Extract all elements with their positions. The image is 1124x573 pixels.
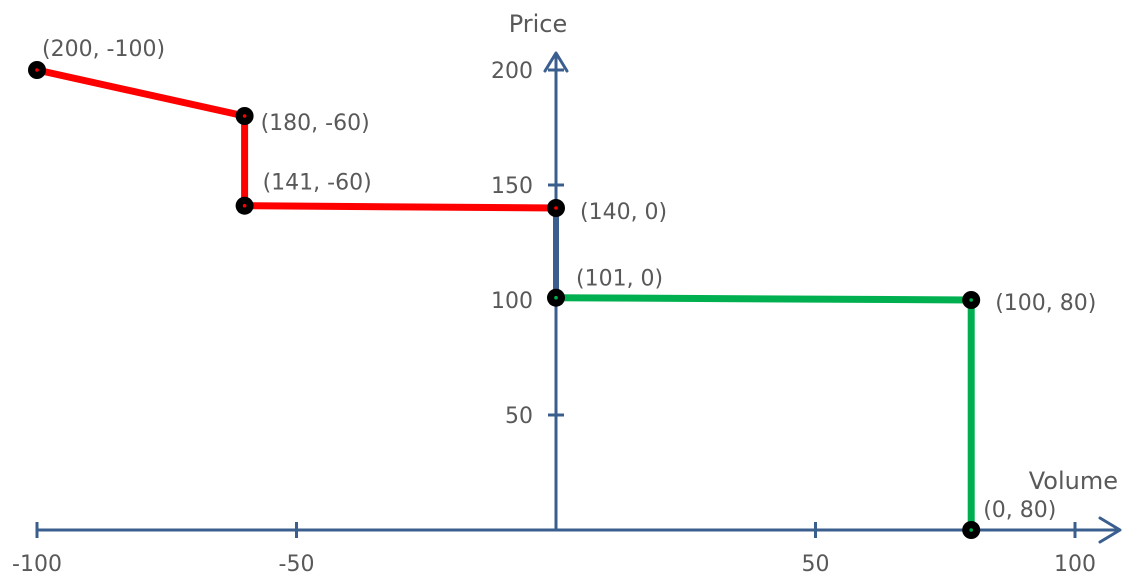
data-point-center	[242, 203, 247, 208]
x-axis-arrowhead	[1098, 516, 1122, 544]
series-line	[555, 294, 975, 530]
x-tick-label: 100	[1054, 552, 1096, 573]
series-layer: (200, -100)(180, -60)(141, -60)(140, 0)(…	[28, 37, 1096, 539]
x-tick-label: -50	[279, 552, 315, 573]
data-point-label: (141, -60)	[263, 171, 372, 196]
data-point-label: (180, -60)	[261, 111, 370, 136]
x-tick-label: -100	[12, 552, 62, 573]
x-tick-label: 50	[802, 552, 830, 573]
data-point-center	[35, 68, 39, 72]
series-line	[36, 66, 557, 212]
axes: -100 -50 50 100 50 100 150 200	[12, 51, 1122, 573]
data-point-label: (101, 0)	[576, 267, 663, 292]
y-axis-arrowhead	[543, 51, 569, 73]
y-tick-label: 50	[505, 404, 533, 429]
data-point-label: (0, 80)	[983, 498, 1056, 523]
x-axis-label: Volume	[1029, 467, 1118, 495]
series-0: (200, -100) (180, -60) (141, -60) (140, 0)	[28, 37, 667, 225]
y-tick-label: 150	[491, 174, 533, 199]
data-point-center	[554, 206, 558, 210]
data-point-center	[242, 114, 247, 118]
data-point-center	[969, 298, 973, 302]
y-tick-label: 100	[491, 289, 533, 314]
data-point-label: (100, 80)	[995, 291, 1096, 316]
x-ticks: -100 -50 50 100	[12, 522, 1096, 573]
series-1: (101, 0) (100, 80) (0, 80)	[547, 267, 1096, 539]
y-tick-label: 200	[491, 59, 533, 84]
y-ticks: 50 100 150 200	[491, 59, 564, 429]
data-point-label: (140, 0)	[580, 200, 667, 225]
data-point-center	[969, 528, 973, 532]
data-point-center	[554, 295, 558, 300]
data-point-label: (200, -100)	[42, 37, 165, 62]
y-axis-label: Price	[509, 10, 568, 38]
